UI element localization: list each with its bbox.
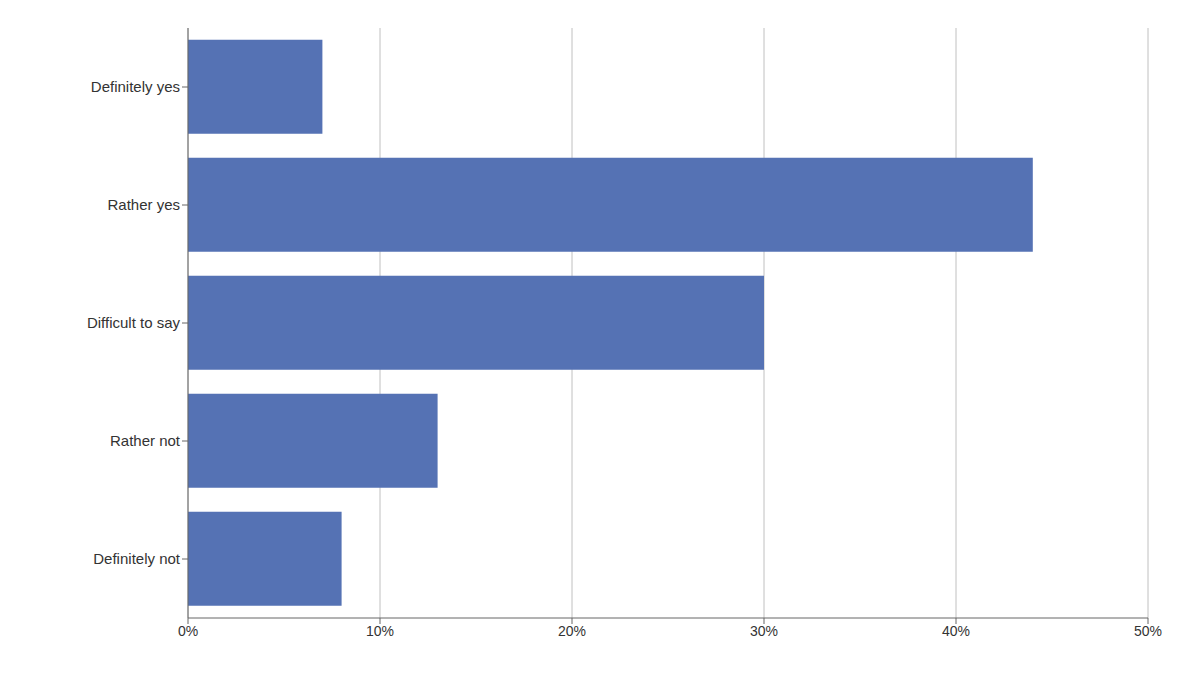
- svg-text:20%: 20%: [558, 623, 586, 639]
- svg-text:Rather yes: Rather yes: [107, 196, 180, 213]
- svg-text:10%: 10%: [366, 623, 394, 639]
- svg-text:50%: 50%: [1134, 623, 1162, 639]
- svg-text:30%: 30%: [750, 623, 778, 639]
- svg-text:0%: 0%: [178, 623, 198, 639]
- svg-text:Difficult to say: Difficult to say: [87, 314, 181, 331]
- svg-text:Rather not: Rather not: [110, 432, 181, 449]
- svg-text:40%: 40%: [942, 623, 970, 639]
- svg-text:Definitely not: Definitely not: [93, 550, 181, 567]
- svg-text:Definitely yes: Definitely yes: [91, 78, 180, 95]
